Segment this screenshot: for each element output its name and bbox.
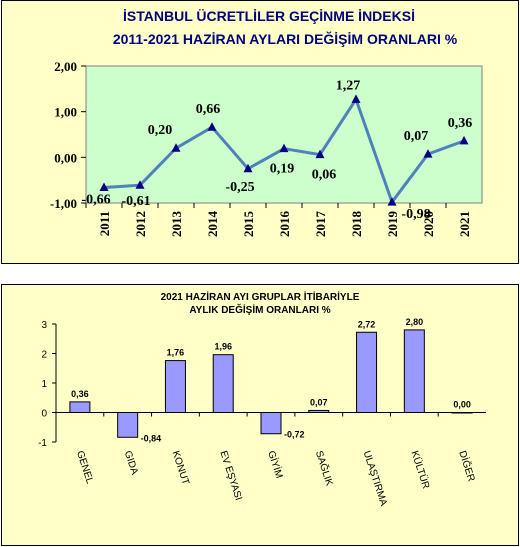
y-tick-label: -1,00	[50, 196, 77, 211]
x-tick-label: EV EŞYASI	[217, 450, 243, 502]
x-tick-label: SAĞLIK	[313, 449, 337, 488]
x-tick-label: KONUT	[170, 450, 191, 487]
data-label: 0,66	[196, 102, 221, 117]
bar-chart-subtitle: AYLIK DEĞİŞİM ORANLARI %	[189, 303, 330, 316]
y-tick-label: 1,00	[54, 105, 77, 120]
bar-chart-title: 2021 HAZİRAN AYI GRUPLAR İTİBARİYLE	[161, 290, 360, 303]
x-tick-label: ULAŞTIRMA	[361, 450, 389, 508]
x-tick-label: 2011	[97, 211, 112, 236]
x-tick-label: GENEL	[74, 450, 95, 486]
data-point	[135, 180, 145, 189]
x-tick-label: 2017	[313, 211, 328, 238]
bar	[212, 354, 234, 413]
x-tick-label: KÜLTÜR	[408, 449, 432, 490]
x-tick-label: GIDA	[122, 450, 140, 477]
x-tick-label: 2015	[241, 211, 256, 238]
data-label: -0,84	[141, 433, 162, 443]
data-point	[171, 143, 181, 152]
y-tick-label: 1	[41, 379, 47, 390]
data-label: -0,66	[81, 192, 110, 207]
line-chart-title: İSTANBUL ÜCRETLİLER GEÇİNME İNDEKSİ	[123, 8, 415, 24]
data-point	[243, 163, 253, 173]
x-tick-label: 2013	[169, 211, 184, 238]
bar	[451, 412, 473, 414]
x-tick-label: GİYİM	[265, 449, 286, 480]
data-point	[207, 122, 217, 131]
data-label: 0,36	[71, 389, 89, 399]
bar	[308, 409, 330, 413]
data-point	[351, 94, 361, 103]
data-label: 0,07	[404, 129, 429, 144]
y-tick-label: -1	[38, 438, 47, 449]
data-point	[279, 143, 289, 153]
y-tick-label: 2	[41, 350, 47, 361]
bar	[164, 360, 186, 413]
data-point	[99, 182, 109, 191]
data-label: 0,00	[453, 400, 471, 410]
x-tick-label: DİĞER	[456, 449, 478, 483]
x-tick-label: 2021	[457, 211, 472, 237]
bar	[403, 329, 425, 413]
data-label: -0,72	[284, 430, 305, 440]
bar-chart-panel: 2021 HAZİRAN AYI GRUPLAR İTİBARİYLE AYLI…	[1, 284, 519, 546]
data-label: -0,98	[401, 207, 430, 222]
x-tick-label: 2019	[385, 211, 400, 238]
data-point	[423, 149, 433, 158]
data-label: 0,36	[448, 116, 473, 131]
data-label: -0,61	[121, 194, 150, 209]
y-tick-label: 3	[41, 320, 47, 331]
bar	[260, 412, 282, 435]
y-tick-label: 0,00	[54, 150, 77, 165]
data-label: 2,80	[406, 317, 424, 327]
bar	[356, 331, 378, 413]
data-point	[459, 135, 469, 145]
x-tick-label: 2018	[349, 211, 364, 238]
data-label: 1,76	[167, 348, 185, 358]
plot-area	[85, 65, 483, 204]
data-label: 1,96	[214, 342, 232, 352]
x-tick-label: 2012	[133, 211, 148, 237]
bar-chart: 2021 HAZİRAN AYI GRUPLAR İTİBARİYLE AYLI…	[38, 290, 486, 508]
data-label: 0,20	[148, 123, 173, 138]
data-label: 0,19	[270, 162, 295, 177]
y-tick-label: 0	[41, 409, 47, 420]
data-label: 2,72	[358, 319, 376, 329]
line-chart-subtitle: 2011-2021 HAZİRAN AYLARI DEĞİŞİM ORANLAR…	[113, 30, 458, 47]
y-tick-label: 2,00	[54, 59, 77, 74]
data-label: 0,06	[312, 168, 337, 183]
data-point	[387, 197, 397, 206]
line-chart-panel: İSTANBUL ÜCRETLİLER GEÇİNME İNDEKSİ 2011…	[1, 0, 519, 264]
x-tick-label: 2014	[205, 211, 220, 238]
data-label: -0,25	[225, 180, 254, 195]
data-point	[315, 149, 325, 159]
data-label: 0,07	[310, 397, 328, 407]
data-label: 1,27	[336, 78, 361, 93]
bar	[69, 401, 91, 413]
bar	[117, 412, 139, 438]
x-tick-label: 2020	[421, 211, 436, 237]
line-chart: İSTANBUL ÜCRETLİLER GEÇİNME İNDEKSİ 2011…	[50, 8, 483, 238]
x-tick-label: 2016	[277, 211, 292, 238]
